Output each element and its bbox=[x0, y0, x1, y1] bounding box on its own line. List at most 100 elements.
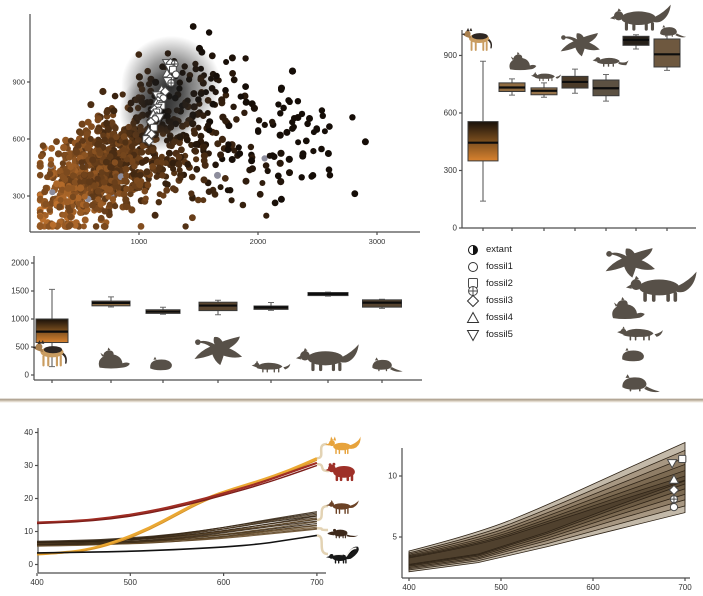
axis: 0 10 20 30 40 400 500 600 700 bbox=[24, 428, 326, 587]
silhouette-vole bbox=[372, 357, 403, 372]
box-wolverine bbox=[307, 291, 349, 297]
legend-item-fossil2: fossil2 bbox=[464, 275, 574, 296]
silhouette-weasel bbox=[251, 360, 291, 373]
silhouette-wolverine bbox=[296, 344, 359, 372]
triangle-up-icon bbox=[464, 310, 484, 326]
svg-text:500: 500 bbox=[494, 583, 508, 592]
silhouette-flying-squirrel bbox=[194, 336, 243, 366]
series-bear bbox=[36, 461, 318, 524]
silhouette-guinea-pig bbox=[622, 347, 644, 362]
silhouette-vole bbox=[660, 25, 687, 38]
density-smoke bbox=[119, 35, 222, 152]
legend: extant fossil1 fossil2 fossil3 fossil4 f… bbox=[464, 241, 574, 343]
diamond-marker bbox=[466, 294, 480, 307]
box-dog bbox=[467, 60, 499, 202]
silhouette-flying-squirrel bbox=[605, 248, 655, 278]
circle-marker bbox=[171, 70, 180, 79]
box-vole bbox=[362, 298, 402, 309]
svg-text:30: 30 bbox=[24, 461, 33, 470]
svg-text:0: 0 bbox=[25, 371, 30, 380]
triangle-down-marker bbox=[466, 329, 480, 342]
silhouette-guinea-pig bbox=[150, 356, 172, 371]
circle-marker bbox=[468, 261, 478, 272]
silhouette-skunk bbox=[326, 546, 359, 564]
fan-chart-panel: 5 10 400 500 600 700 bbox=[388, 441, 692, 592]
triangle-down-icon bbox=[464, 327, 484, 343]
svg-text:1000: 1000 bbox=[11, 315, 29, 324]
half-circle-marker bbox=[468, 244, 478, 255]
silhouette-wolverine bbox=[626, 271, 697, 302]
square-marker bbox=[149, 123, 158, 132]
half-circle-icon bbox=[464, 242, 484, 258]
svg-text:10: 10 bbox=[388, 472, 397, 481]
brown-line-bundle bbox=[36, 511, 317, 547]
svg-text:600: 600 bbox=[444, 108, 458, 117]
silhouette-dog bbox=[31, 340, 67, 367]
silhouette-fox bbox=[325, 436, 361, 455]
fan-band-6 bbox=[408, 479, 686, 565]
fan-band-4 bbox=[408, 469, 686, 567]
silhouette-vole bbox=[622, 374, 660, 393]
circle-marker bbox=[669, 503, 679, 512]
box-weasel bbox=[253, 301, 289, 311]
box-flying-squirrel bbox=[561, 68, 589, 94]
square-marker bbox=[678, 454, 687, 464]
svg-text:900: 900 bbox=[444, 51, 458, 60]
triangle-down-marker bbox=[666, 459, 678, 469]
fan-band-5 bbox=[408, 475, 686, 566]
circle-icon bbox=[464, 259, 484, 275]
svg-text:0: 0 bbox=[29, 560, 34, 569]
legend-item-fossil5: fossil5 bbox=[464, 326, 574, 343]
box-dog bbox=[35, 288, 69, 368]
boxplot-left-panel: 0 500 1000 1500 2000 bbox=[11, 256, 422, 383]
silhouette-otter bbox=[592, 57, 629, 67]
svg-text:1500: 1500 bbox=[11, 287, 29, 296]
fan-bands bbox=[408, 441, 686, 573]
scatter-panel: 300 600 900 1000 2000 3000 bbox=[12, 14, 420, 246]
boxplot-right-panel: 0 300 600 900 bbox=[444, 4, 696, 233]
legend-label: fossil3 bbox=[486, 295, 513, 306]
box-guinea-pig bbox=[145, 306, 181, 315]
box-marmot bbox=[498, 78, 526, 96]
svg-text:700: 700 bbox=[310, 578, 324, 587]
svg-text:400: 400 bbox=[30, 578, 44, 587]
silhouette-weasel bbox=[531, 71, 561, 82]
svg-text:40: 40 bbox=[24, 428, 33, 437]
legend-silhouette-column bbox=[605, 248, 697, 393]
silhouette-bear bbox=[325, 462, 355, 482]
svg-text:900: 900 bbox=[12, 78, 25, 87]
box-otter bbox=[592, 73, 620, 102]
legend-item-fossil1: fossil1 bbox=[464, 258, 574, 275]
series-fox bbox=[36, 457, 318, 556]
svg-text:600: 600 bbox=[217, 578, 231, 587]
legend-label: fossil4 bbox=[486, 312, 513, 323]
svg-text:2000: 2000 bbox=[11, 259, 29, 268]
section-divider bbox=[0, 398, 703, 403]
square-icon bbox=[464, 276, 484, 296]
fan-end-markers bbox=[666, 454, 687, 512]
svg-text:400: 400 bbox=[402, 583, 416, 592]
svg-text:600: 600 bbox=[586, 583, 600, 592]
series-skunk bbox=[36, 534, 318, 554]
legend-item-fossil3: fossil3 bbox=[464, 292, 574, 309]
svg-text:500: 500 bbox=[16, 343, 30, 352]
svg-text:2000: 2000 bbox=[250, 237, 267, 246]
box-weasel bbox=[530, 82, 558, 98]
svg-text:10: 10 bbox=[24, 527, 33, 536]
box-flying-squirrel bbox=[198, 299, 238, 316]
legend-label: fossil2 bbox=[486, 278, 513, 289]
silhouette-marten bbox=[326, 500, 359, 514]
legend-label: extant bbox=[486, 244, 512, 255]
diamond-marker bbox=[144, 135, 155, 147]
box-marmot bbox=[91, 296, 131, 308]
svg-text:20: 20 bbox=[24, 494, 33, 503]
svg-text:700: 700 bbox=[678, 583, 692, 592]
circle-plus-marker bbox=[669, 495, 679, 504]
legend-item-fossil4: fossil4 bbox=[464, 309, 574, 326]
svg-text:600: 600 bbox=[12, 135, 25, 144]
diamond-icon bbox=[464, 293, 484, 309]
legend-label: fossil1 bbox=[486, 261, 513, 272]
svg-text:300: 300 bbox=[12, 192, 25, 201]
svg-text:3000: 3000 bbox=[369, 237, 386, 246]
